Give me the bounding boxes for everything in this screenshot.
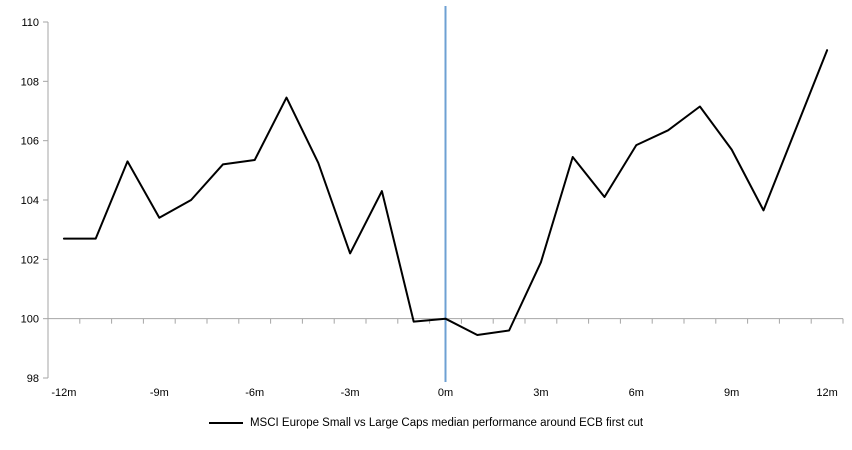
x-axis-tick-label: -3m: [341, 387, 360, 399]
y-axis-tick-label: 104: [21, 195, 39, 207]
x-axis-tick-label: -6m: [245, 387, 264, 399]
x-axis-tick-label: 12m: [816, 387, 837, 399]
y-axis-tick-label: 110: [21, 17, 39, 29]
x-axis-tick-label: 0m: [438, 387, 453, 399]
legend-label: MSCI Europe Small vs Large Caps median p…: [249, 417, 644, 429]
x-axis-tick-label: -9m: [150, 387, 169, 399]
x-axis-tick-label: 9m: [724, 387, 739, 399]
y-axis-tick-label: 100: [21, 314, 39, 326]
y-axis-tick-label: 102: [21, 254, 39, 266]
legend: MSCI Europe Small vs Large Caps median p…: [0, 417, 852, 429]
y-axis-tick-label: 108: [21, 76, 39, 88]
x-axis-tick-label: -12m: [51, 387, 76, 399]
data-series-line: [62, 49, 829, 336]
x-axis-tick-label: 3m: [533, 387, 548, 399]
y-axis-tick-label: 106: [21, 136, 39, 148]
legend-line-swatch: [208, 422, 243, 424]
y-axis-tick-label: 98: [27, 373, 39, 385]
x-axis-tick-label: 6m: [629, 387, 644, 399]
